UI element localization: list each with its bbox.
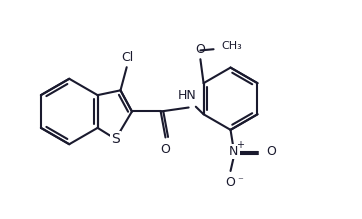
Text: O: O: [195, 43, 205, 57]
Text: O: O: [226, 176, 235, 189]
Text: ⁻: ⁻: [238, 176, 244, 186]
Text: HN: HN: [177, 89, 196, 102]
Text: Cl: Cl: [121, 51, 134, 64]
Text: S: S: [111, 132, 120, 146]
Text: O: O: [160, 143, 171, 156]
Text: +: +: [236, 140, 244, 150]
Text: N: N: [229, 145, 239, 158]
Text: CH₃: CH₃: [222, 41, 242, 51]
Text: O: O: [266, 145, 276, 158]
